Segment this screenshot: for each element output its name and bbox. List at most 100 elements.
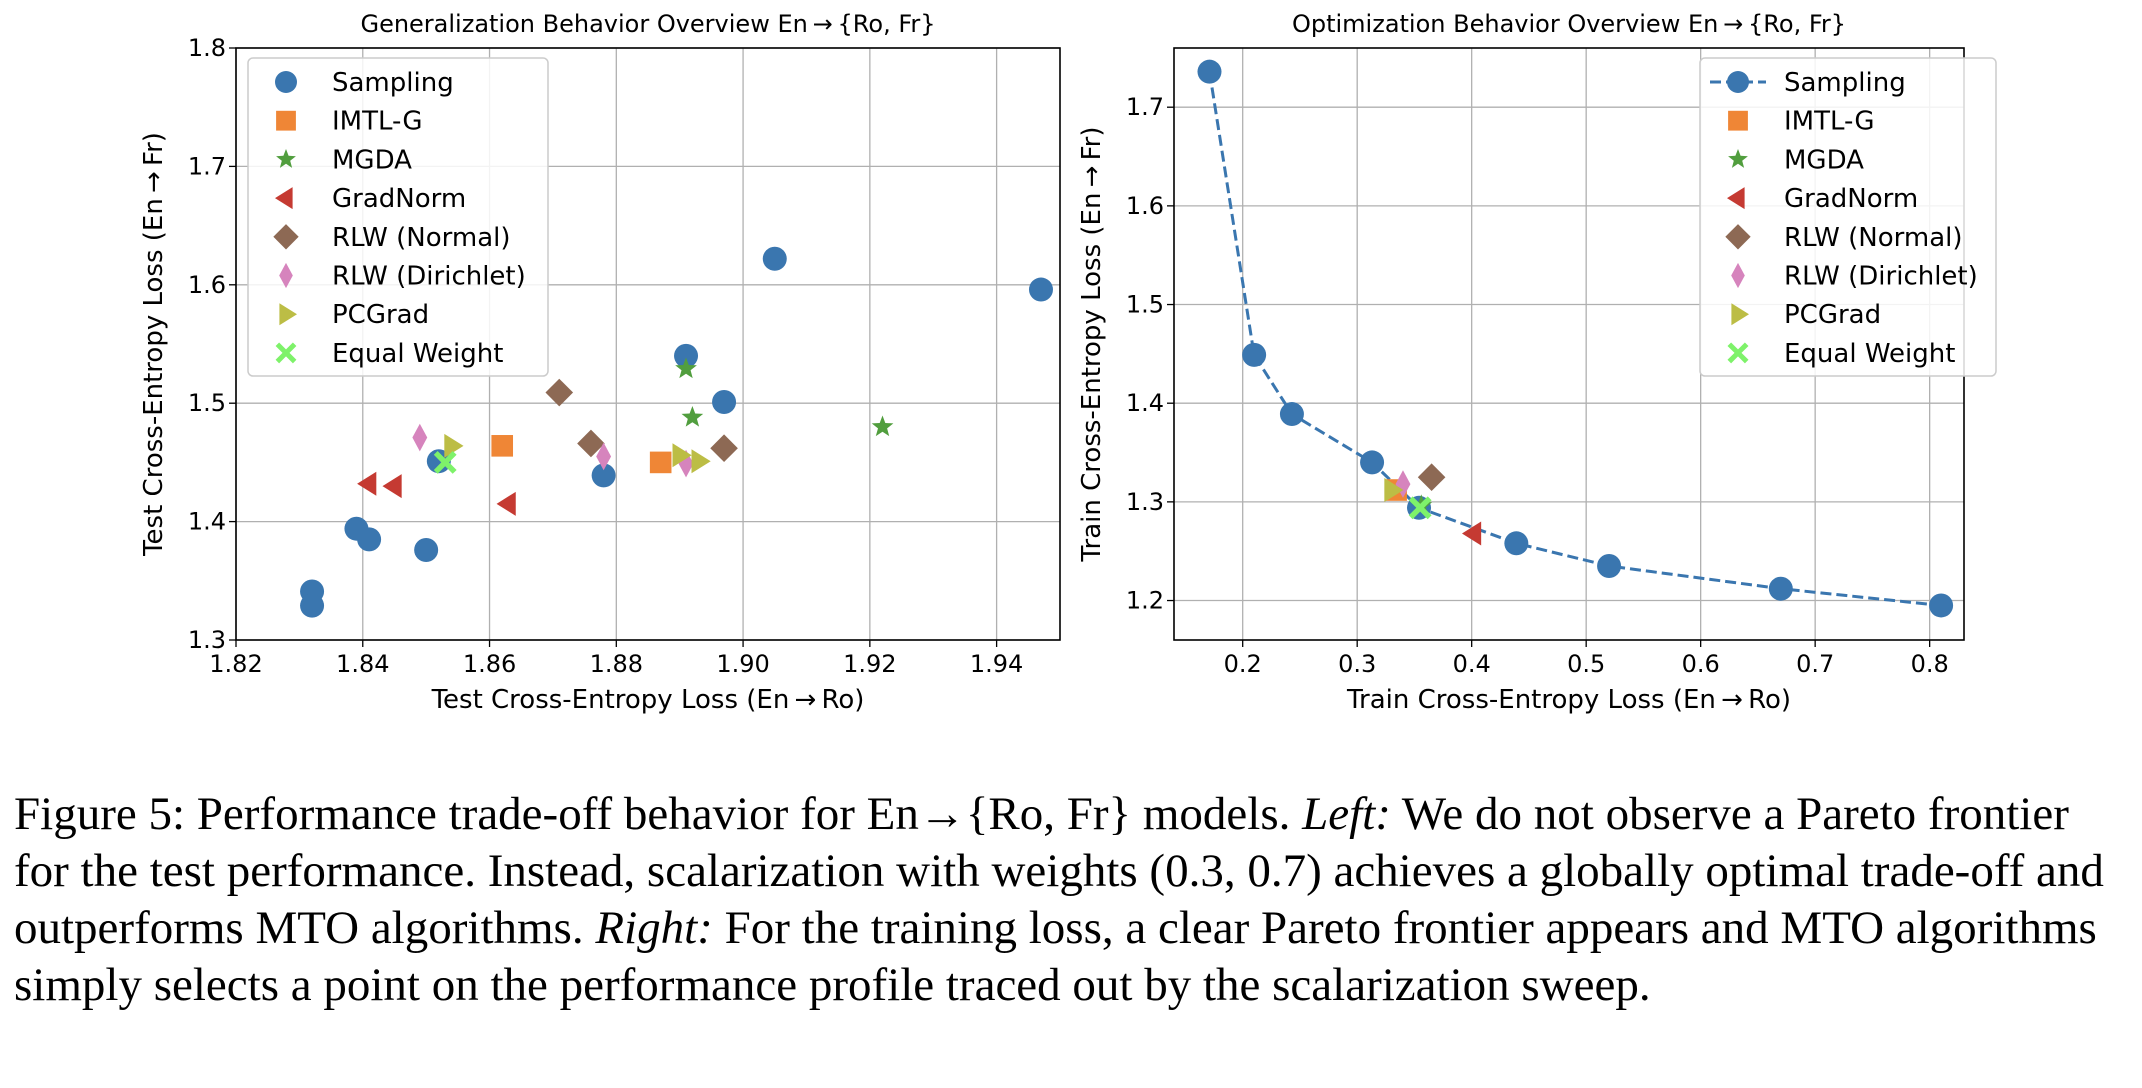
x-tick-label: 0.3 bbox=[1338, 650, 1376, 678]
x-tick-label: 0.8 bbox=[1911, 650, 1949, 678]
figure-caption: Figure 5: Performance trade-off behavior… bbox=[14, 786, 2134, 1014]
legend-marker-sampling bbox=[1727, 71, 1749, 93]
series-mgda bbox=[675, 357, 894, 437]
generalization-chart: 1.82 1.84 1.86 1.88 1.90 1.92 1.94 1.3 1.4 1.5 1.6… bbox=[139, 10, 1061, 715]
y-tick-label: 1.2 bbox=[1126, 587, 1164, 615]
legend-marker-pcgrad bbox=[279, 303, 297, 326]
data-point-rlw-normal bbox=[1417, 463, 1446, 491]
chart-title: Optimization Behavior Overview En → {Ro,… bbox=[1292, 10, 1846, 38]
y-axis-label: Train Cross-Entropy Loss (En → Fr) bbox=[1077, 127, 1107, 563]
data-point-sampling bbox=[1360, 450, 1385, 475]
data-point-mgda bbox=[675, 357, 697, 379]
legend-marker-imtl-g bbox=[1728, 110, 1748, 131]
data-point-sampling bbox=[1028, 277, 1053, 302]
legend-marker-pcgrad bbox=[1731, 303, 1749, 326]
legend-marker-imtl-g bbox=[276, 110, 296, 131]
series-gradnorm bbox=[357, 471, 516, 516]
legend-label: MGDA bbox=[1784, 145, 1864, 175]
legend-box bbox=[1699, 57, 1997, 377]
legend-label: Equal Weight bbox=[332, 339, 503, 369]
data-point-rlw-dirichlet bbox=[1395, 470, 1411, 498]
data-point-sampling bbox=[591, 463, 616, 488]
y-tick-label: 1.7 bbox=[188, 152, 226, 180]
legend-box bbox=[247, 57, 549, 377]
data-point-sampling bbox=[1597, 554, 1622, 578]
x-tick-label: 1.82 bbox=[209, 650, 262, 678]
x-tick-label: 1.90 bbox=[716, 650, 769, 678]
plot-frame bbox=[235, 47, 1061, 641]
x-tick-label: 0.2 bbox=[1224, 650, 1262, 678]
x-tick-label: 1.84 bbox=[336, 650, 389, 678]
legend-marker-rlw-dirichlet bbox=[279, 262, 293, 289]
series-equal-weight bbox=[1408, 496, 1432, 520]
y-tick-label: 1.4 bbox=[188, 508, 226, 536]
series-rlw-normal bbox=[1417, 463, 1446, 491]
data-point-mgda bbox=[871, 415, 894, 437]
y-tick-label: 1.4 bbox=[1126, 389, 1164, 417]
data-point-pcgrad bbox=[691, 449, 711, 474]
data-point-rlw-normal bbox=[545, 378, 574, 407]
y-axis-label: Test Cross-Entropy Loss (En → Fr) bbox=[139, 132, 169, 557]
y-tick-label: 1.3 bbox=[188, 626, 226, 654]
series-sampling bbox=[300, 246, 1053, 618]
legend-marker-gradnorm bbox=[1727, 187, 1745, 210]
figure: 1.82 1.84 1.86 1.88 1.90 1.92 1.94 1.3 1.4 1.5 1.6… bbox=[139, 10, 1997, 715]
data-point-pcgrad bbox=[1384, 478, 1404, 503]
x-tick-label: 1.86 bbox=[463, 650, 516, 678]
x-tick-label: 0.4 bbox=[1453, 650, 1491, 678]
legend-label: PCGrad bbox=[332, 300, 429, 330]
x-tick-label: 0.5 bbox=[1567, 650, 1605, 678]
legend-marker-gradnorm bbox=[275, 187, 293, 210]
y-tick-label: 1.3 bbox=[1126, 488, 1164, 516]
caption-left-label: Left: bbox=[1302, 788, 1391, 840]
data-point-mgda bbox=[681, 406, 704, 427]
legend-label: RLW (Normal) bbox=[332, 223, 511, 253]
series-rlw-dirichlet bbox=[1395, 470, 1411, 498]
legend-marker-equal-weight bbox=[275, 342, 297, 364]
series-equal-weight bbox=[433, 451, 457, 474]
y-tick-label: 1.5 bbox=[1126, 291, 1164, 319]
data-point-gradnorm bbox=[1461, 521, 1482, 546]
legend-label: RLW (Dirichlet) bbox=[332, 262, 526, 292]
x-tick-label: 0.7 bbox=[1796, 650, 1834, 678]
x-tick-label: 1.94 bbox=[970, 650, 1023, 678]
data-point-rlw-dirichlet bbox=[412, 423, 428, 452]
y-tick-label: 1.7 bbox=[1126, 93, 1164, 121]
data-point-sampling bbox=[712, 390, 737, 415]
legend-label: PCGrad bbox=[1784, 300, 1881, 330]
data-point-rlw-dirichlet bbox=[596, 442, 612, 471]
legend: Sampling IMTL-G MGDA GradNorm RLW (Normal) RL… bbox=[247, 57, 549, 377]
optimization-chart: 0.2 0.3 0.4 0.5 0.6 0.7 0.8 1.2 1.3 1.4 1.5 1.6 1.7 O… bbox=[1077, 10, 1997, 715]
data-point-gradnorm bbox=[382, 474, 402, 499]
data-point-sampling bbox=[1279, 402, 1304, 427]
legend-marker-sampling bbox=[275, 71, 297, 93]
data-point-sampling bbox=[414, 538, 439, 563]
y-tick-label: 1.6 bbox=[1126, 192, 1164, 220]
data-point-rlw-normal bbox=[577, 429, 605, 458]
data-point-sampling bbox=[762, 246, 787, 271]
legend-marker-mgda bbox=[1728, 149, 1748, 168]
legend-label: RLW (Dirichlet) bbox=[1784, 262, 1978, 292]
y-tick-label: 1.8 bbox=[188, 34, 226, 62]
legend-label: Equal Weight bbox=[1784, 339, 1955, 369]
legend-label: GradNorm bbox=[332, 184, 466, 214]
data-point-pcgrad bbox=[672, 443, 692, 468]
legend-marker-rlw-dirichlet bbox=[1731, 262, 1745, 289]
caption-right-label: Right: bbox=[595, 902, 713, 954]
x-tick-label: 1.92 bbox=[843, 650, 896, 678]
legend-label: IMTL-G bbox=[1784, 107, 1875, 137]
y-tick-label: 1.5 bbox=[188, 389, 226, 417]
data-point-gradnorm bbox=[357, 471, 377, 496]
data-point-equal-weight bbox=[433, 451, 457, 474]
legend-marker-equal-weight bbox=[1727, 342, 1749, 364]
x-tick-label: 1.88 bbox=[590, 650, 643, 678]
x-tick-label: 0.6 bbox=[1682, 650, 1720, 678]
x-axis-label: Test Cross-Entropy Loss (En → Ro) bbox=[431, 685, 865, 715]
series-gradnorm bbox=[1461, 521, 1482, 546]
data-point-pcgrad bbox=[444, 433, 464, 458]
data-point-sampling bbox=[1197, 59, 1222, 84]
data-point-sampling bbox=[357, 527, 382, 552]
data-point-equal-weight bbox=[1408, 496, 1432, 520]
data-point-sampling bbox=[1504, 531, 1529, 556]
legend-marker-rlw-normal bbox=[1725, 224, 1751, 250]
